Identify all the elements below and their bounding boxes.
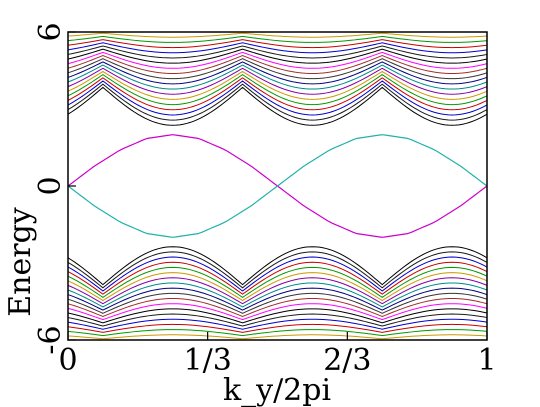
- upper-bulk-band: [67, 77, 488, 111]
- lower-bulk-band: [67, 308, 488, 324]
- upper-bulk-band: [67, 51, 488, 69]
- upper-bulk-band: [67, 64, 488, 90]
- lower-bulk-band: [67, 323, 488, 333]
- upper-bulk-band: [67, 70, 488, 100]
- y-tick-label: 6: [33, 22, 68, 41]
- edge-state-series: [67, 134, 488, 238]
- upper-bulk-band: [67, 83, 488, 121]
- lower-bulk-band: [67, 282, 488, 308]
- lower-bulk-band: [67, 334, 488, 340]
- upper-bulk-band: [67, 74, 488, 106]
- x-tick-label: 1/3: [184, 343, 232, 378]
- x-tick-label: 0: [58, 343, 77, 378]
- lower-bulk-band: [67, 272, 488, 302]
- lower-bulk-band: [67, 266, 488, 298]
- upper-bulk-band: [67, 54, 488, 74]
- y-tick-label: -6: [33, 325, 68, 354]
- upper-bulk-band: [67, 32, 488, 38]
- x-axis-label: k_y/2pi: [223, 373, 331, 407]
- lower-bulk-band: [67, 277, 488, 305]
- lower-bulk-band: [67, 318, 488, 330]
- upper-bulk-band: [67, 48, 488, 64]
- lower-bulk-band: [67, 246, 488, 286]
- axis-ticks: 0 1/3 2/3 160-6: [33, 22, 497, 378]
- x-tick-label: 1: [477, 343, 496, 378]
- upper-bulk-band: [67, 67, 488, 95]
- lower-bulk-band: [67, 251, 488, 289]
- lower-bulk-band: [67, 292, 488, 314]
- upper-bulk-band: [67, 39, 488, 49]
- upper-bulk-band: [67, 45, 488, 59]
- upper-bulk-band: [67, 80, 488, 116]
- edge-state-line-1: [67, 134, 488, 238]
- lower-bulk-band: [67, 303, 488, 321]
- x-tick-label: 2/3: [323, 343, 371, 378]
- lower-bulk-band: [67, 298, 488, 318]
- upper-bulk-band: [67, 61, 488, 85]
- lower-bulk-band: [67, 256, 488, 292]
- y-tick-label: 0: [33, 176, 68, 195]
- upper-bulk-band: [67, 58, 488, 80]
- upper-bulk-band: [67, 35, 488, 43]
- lower-bulk-band: [67, 329, 488, 337]
- upper-bulk-band: [67, 86, 488, 126]
- y-axis-label: Energy: [3, 207, 38, 317]
- lower-bulk-band: [67, 313, 488, 327]
- upper-bulk-band: [67, 42, 488, 54]
- lower-bulk-band: [67, 287, 488, 311]
- lower-bulk-band: [67, 261, 488, 295]
